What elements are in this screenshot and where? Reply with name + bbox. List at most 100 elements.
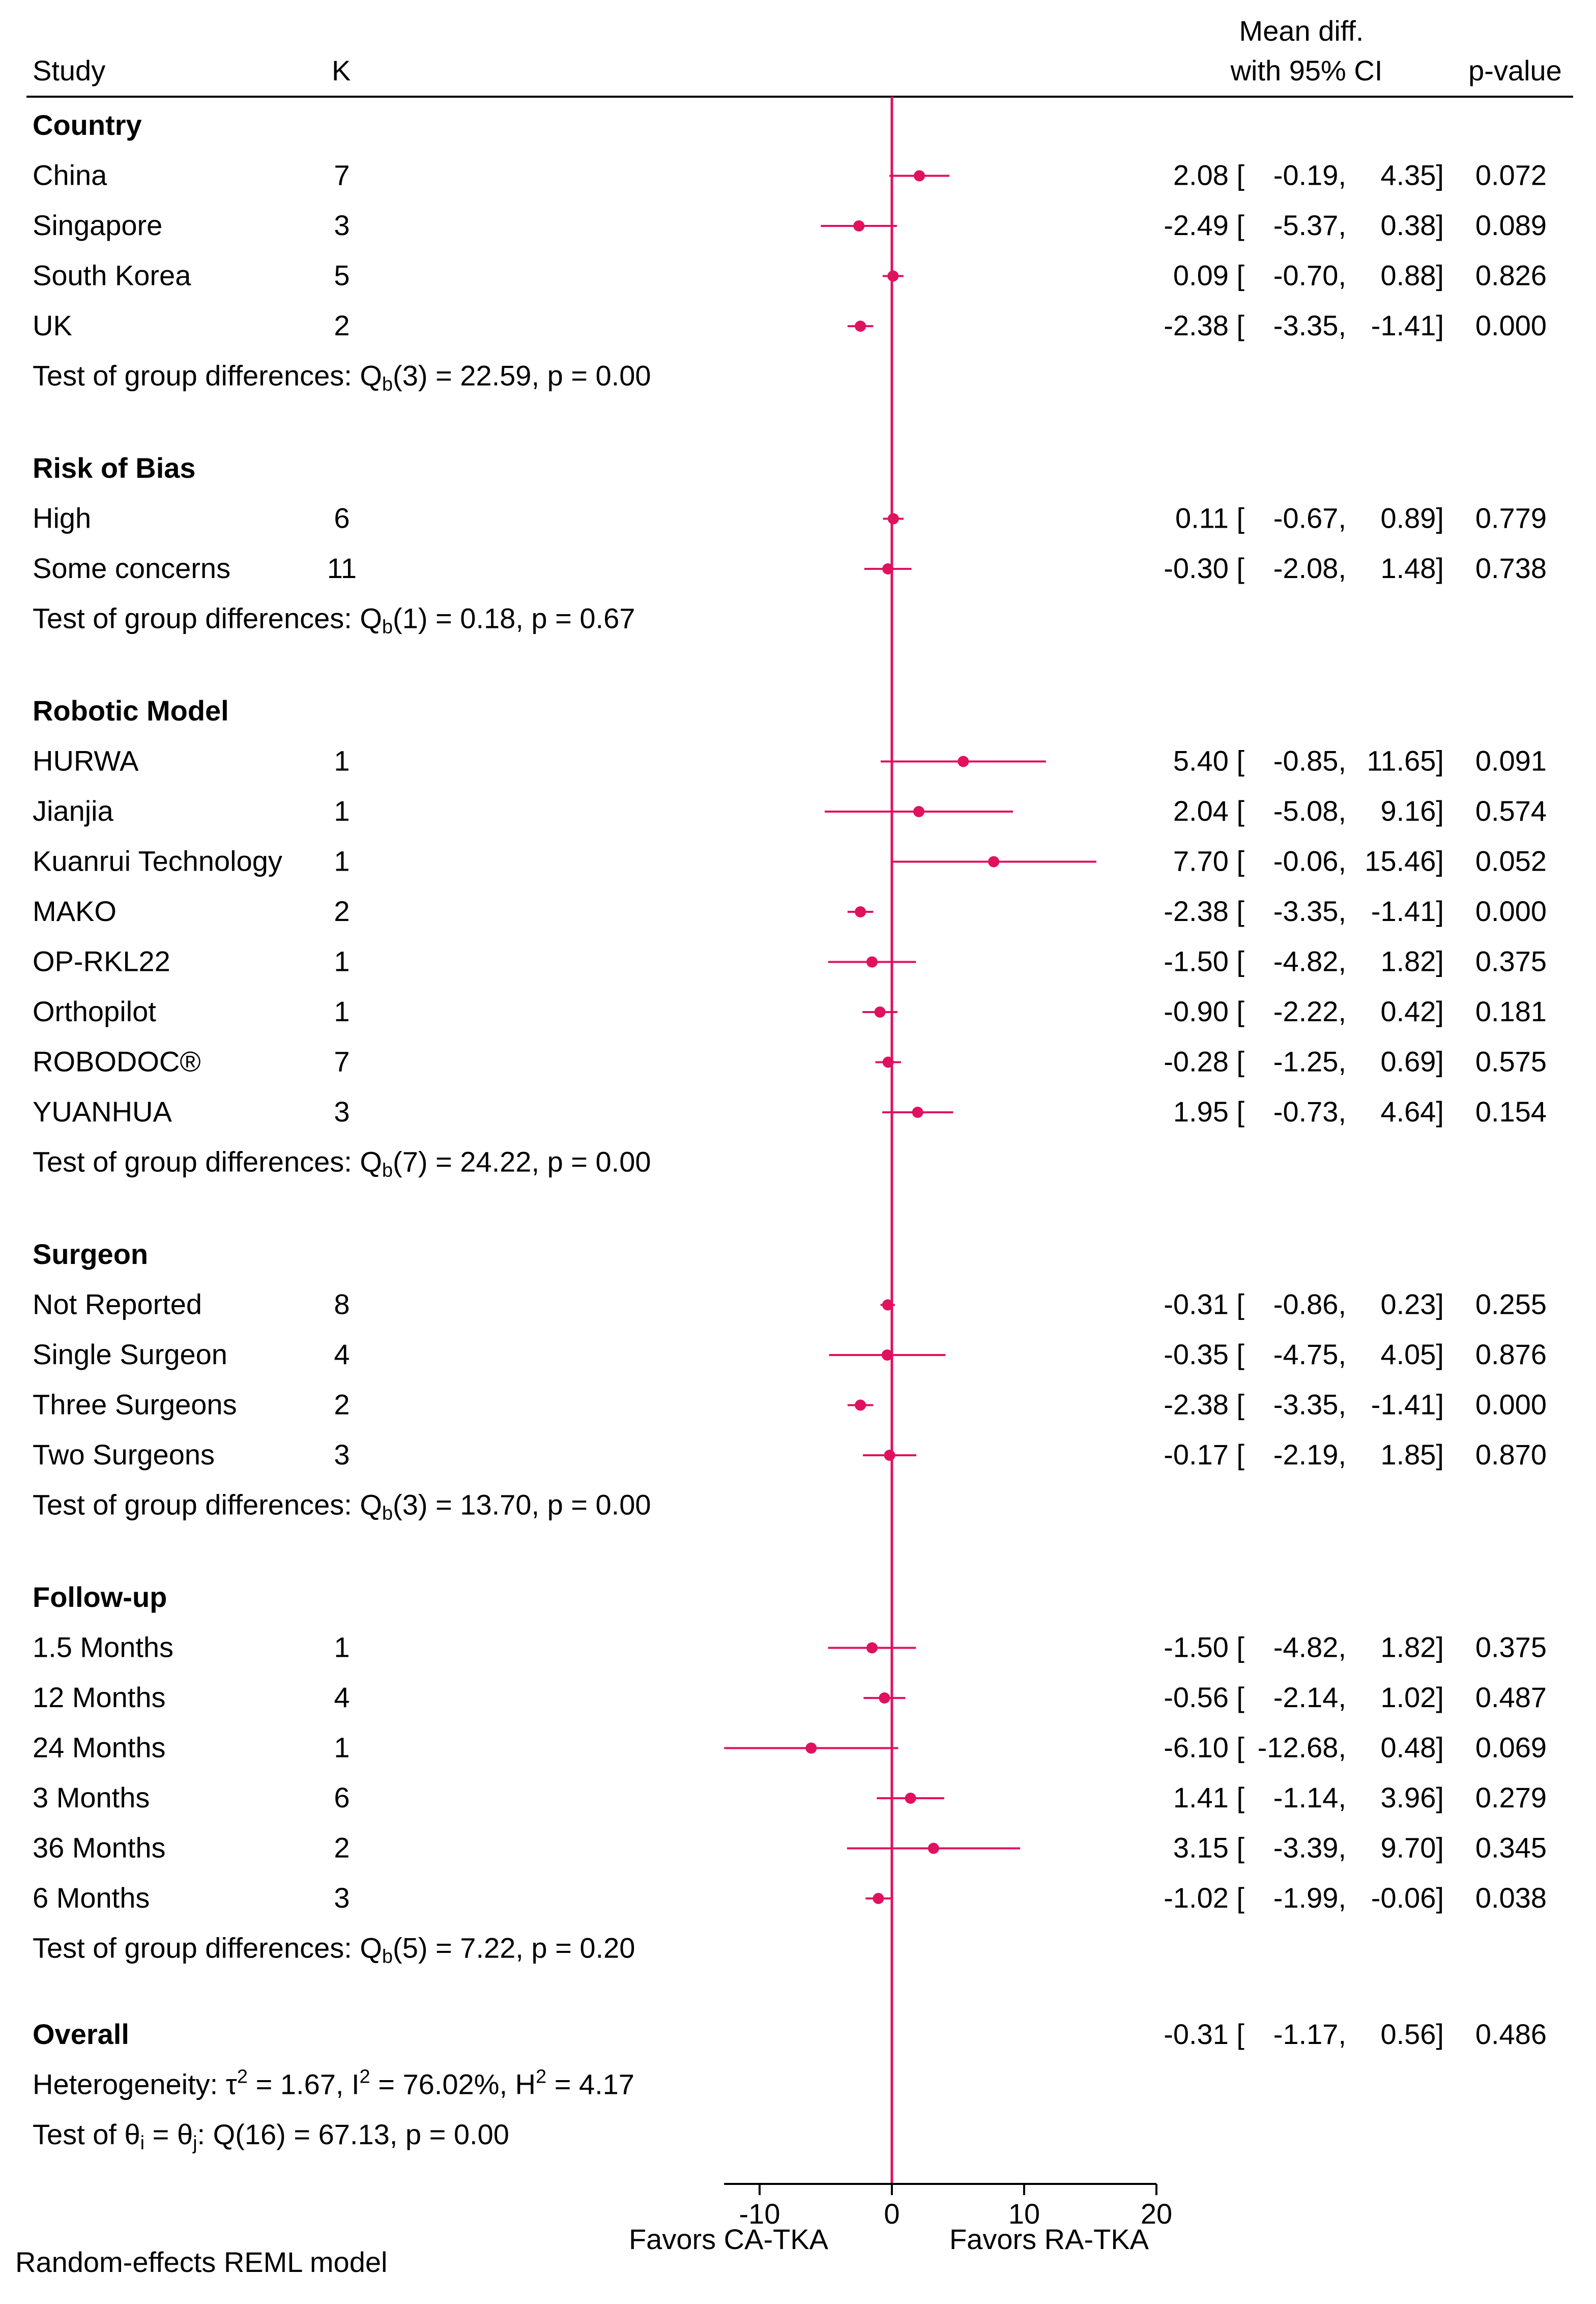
row-pvalue: 0.089 [1475,209,1547,241]
point-estimate-marker [927,1842,939,1854]
rows-layer: Country China 7 2.08 [-0.19, 4.35] 0.072 Singa… [33,109,1547,2154]
row-ci-low-text: -4.82, [1273,945,1346,977]
x-tick-label: -10 [739,2198,780,2230]
row-label: Single Surgeon [33,1338,227,1370]
row-pvalue: 0.375 [1475,1631,1547,1663]
row-pvalue: 0.038 [1475,1882,1547,1914]
row-pvalue: 0.375 [1475,945,1547,977]
group-difference-test: Test of group differences: Qb(3) = 22.59… [33,360,651,395]
favors-left-label: Favors CA-TKA [629,2223,829,2255]
row-ci-high-text: 4.35] [1380,159,1444,191]
row-label: YUANHUA [33,1096,172,1128]
row-pvalue: 0.779 [1475,502,1547,534]
row-pvalue: 0.000 [1475,1389,1547,1421]
row-ci-high-text: 1.85] [1380,1438,1444,1471]
row-ci-low-text: -12.68, [1258,1732,1346,1764]
row-k: 7 [334,159,350,191]
row-estimate-text: -6.10 [ [1164,1732,1244,1764]
row-ci-high-text: 15.46] [1365,845,1444,877]
row-label: South Korea [33,260,191,292]
row-ci-low-text: -2.14, [1273,1681,1346,1713]
row-label: Some concerns [33,552,230,584]
row-ci-low-text: -1.99, [1273,1882,1346,1914]
row-label: Orthopilot [33,995,156,1027]
row-estimate-text: -0.28 [ [1164,1046,1244,1078]
point-estimate-marker [882,563,894,574]
row-k: 1 [334,995,350,1027]
row-ci-high-text: 0.88] [1380,260,1444,292]
row-k: 4 [334,1338,350,1370]
row-ci-low-text: -1.25, [1273,1046,1346,1078]
row-ci-high-text: 9.70] [1380,1832,1444,1864]
row-estimate-text: -2.49 [ [1164,209,1244,241]
row-ci-low-text: -4.82, [1273,1631,1346,1663]
point-estimate-marker [882,1056,894,1068]
row-k: 1 [334,745,350,777]
row-pvalue: 0.255 [1475,1288,1547,1320]
point-estimate-marker [855,906,866,917]
overall-ci-low-text: -1.17, [1273,2018,1346,2050]
row-pvalue: 0.575 [1475,1046,1547,1078]
point-estimate-marker [879,1692,890,1704]
row-ci-low-text: -0.73, [1273,1096,1346,1128]
row-ci-high-text: 0.38] [1380,209,1444,241]
row-label: ROBODOC® [33,1046,201,1078]
row-k: 2 [334,1832,350,1864]
row-pvalue: 0.154 [1475,1096,1547,1128]
row-label: Singapore [33,209,162,241]
row-ci-low-text: -0.06, [1273,845,1346,877]
row-ci-low-text: -2.19, [1273,1438,1346,1471]
row-k: 3 [334,209,350,241]
row-k: 5 [334,260,350,292]
row-pvalue: 0.870 [1475,1438,1547,1471]
row-ci-low-text: -4.75, [1273,1338,1346,1370]
row-estimate-text: -0.35 [ [1164,1338,1244,1370]
row-ci-high-text: 1.48] [1380,552,1444,584]
row-estimate-text: -1.50 [ [1164,945,1244,977]
row-label: MAKO [33,895,117,927]
point-estimate-marker [914,170,925,182]
point-estimate-marker [866,1642,878,1654]
row-k: 1 [334,1631,350,1663]
row-label: 3 Months [33,1781,150,1813]
row-k: 1 [334,795,350,827]
header-k: K [332,54,351,87]
point-estimate-marker [855,1399,866,1411]
header-pvalue: p-value [1468,54,1562,87]
row-pvalue: 0.574 [1475,795,1547,827]
point-estimate-marker [855,321,866,332]
x-tick-label: 10 [1008,2198,1040,2230]
row-k: 8 [334,1288,350,1320]
row-label: Two Surgeons [33,1438,215,1471]
point-estimate-marker [913,806,925,817]
x-tick-label: 0 [884,2198,899,2230]
row-label: 6 Months [33,1882,150,1914]
point-estimate-marker [882,1299,893,1311]
row-ci-high-text: 11.65] [1367,745,1444,777]
point-estimate-marker [805,1742,817,1754]
group-difference-test: Test of group differences: Qb(5) = 7.22,… [33,1932,635,1968]
group-heading-country: Country [33,109,142,141]
row-pvalue: 0.052 [1475,845,1547,877]
overall-pvalue: 0.486 [1475,2018,1547,2050]
row-ci-low-text: -3.35, [1273,895,1346,927]
row-ci-low-text: -5.37, [1273,209,1346,241]
row-ci-high-text: 3.96] [1380,1781,1444,1813]
group-heading-risk-of-bias: Risk of Bias [33,452,196,484]
row-ci-high-text: 9.16] [1380,795,1444,827]
row-pvalue: 0.487 [1475,1681,1547,1713]
row-estimate-text: 2.04 [ [1173,795,1245,827]
point-estimate-marker [884,1450,895,1461]
row-estimate-text: -0.30 [ [1164,552,1244,584]
row-label: Jianjia [33,795,114,827]
row-ci-high-text: 1.82] [1380,945,1444,977]
row-ci-high-text: 4.05] [1380,1338,1444,1370]
row-pvalue: 0.069 [1475,1732,1547,1764]
heterogeneity-stats: Heterogeneity: τ2 = 1.67, I2 = 76.02%, H… [33,2066,634,2100]
favors-right-label: Favors RA-TKA [949,2223,1149,2255]
row-k: 1 [334,845,350,877]
row-estimate-text: -1.50 [ [1164,1631,1244,1663]
row-estimate-text: -0.31 [ [1164,1288,1244,1320]
row-label: Three Surgeons [33,1389,237,1421]
